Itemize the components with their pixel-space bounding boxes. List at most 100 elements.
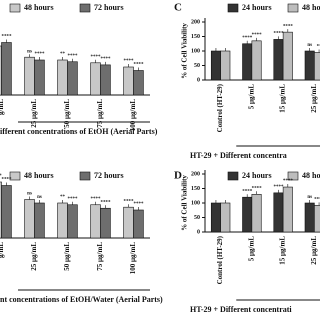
legend-label: 48 hours xyxy=(302,3,320,12)
bar xyxy=(133,70,144,96)
x-tick-label: 5 µg/mL xyxy=(247,84,255,110)
bar xyxy=(123,206,134,239)
bar xyxy=(304,50,315,81)
bar xyxy=(67,204,78,239)
bar xyxy=(100,207,111,239)
significance-label: ns xyxy=(27,49,32,54)
significance-label: **** xyxy=(283,24,294,29)
bar xyxy=(220,50,231,81)
significance-label: **** xyxy=(273,185,284,190)
legend-swatch xyxy=(79,3,91,13)
bar xyxy=(282,31,293,81)
legend-label: 48 hours xyxy=(24,171,54,180)
significance-label: **** xyxy=(133,63,144,68)
significance-label: **** xyxy=(34,52,45,57)
y-tick-label: 50 xyxy=(194,215,200,221)
x-axis-title: HT-29 + Different concentra xyxy=(190,151,287,160)
y-tick-label: 200 xyxy=(191,171,200,177)
x-axis-title: nt concentrations of EtOH/Water (Aerial … xyxy=(0,295,163,304)
significance-label: **** xyxy=(0,174,2,179)
bar xyxy=(123,66,134,96)
x-tick-label: 75 µg/mL xyxy=(96,99,104,128)
bar xyxy=(251,40,262,81)
bar xyxy=(24,199,35,239)
x-tick-label: 25 µg/mL xyxy=(30,99,38,128)
significance-label: **** xyxy=(314,197,320,202)
bar xyxy=(1,185,12,239)
significance-label: **** xyxy=(1,178,12,183)
significance-label: ** xyxy=(317,45,320,50)
significance-label: **** xyxy=(273,32,284,37)
significance-label: ns xyxy=(37,195,42,200)
bar xyxy=(220,202,231,233)
legend-swatch xyxy=(227,171,239,181)
significance-label: **** xyxy=(252,186,263,191)
legend-label: 48 hours xyxy=(302,171,320,180)
bar xyxy=(90,204,101,239)
legend-label: 72 hours xyxy=(94,171,124,180)
x-tick-label: 100 µg/mL xyxy=(129,242,137,275)
x-tick-label: 75 µg/mL xyxy=(96,242,104,271)
bar xyxy=(304,202,315,233)
significance-label: **** xyxy=(1,35,12,40)
legend-swatch xyxy=(9,3,21,13)
y-axis-title: % of Cell Viability xyxy=(181,175,189,231)
x-tick-label: 50 µg/mL xyxy=(63,242,71,271)
bar xyxy=(282,186,293,233)
legend-swatch xyxy=(287,3,299,13)
x-tick-label: 25 µg/mL xyxy=(310,84,318,113)
bar xyxy=(210,202,221,233)
bar xyxy=(67,61,78,96)
bar xyxy=(34,202,45,239)
bar xyxy=(210,50,221,81)
bar xyxy=(251,194,262,233)
y-tick-label: 200 xyxy=(191,19,200,25)
significance-label: **** xyxy=(242,36,253,41)
bar xyxy=(1,42,12,96)
significance-label: **** xyxy=(283,179,294,184)
y-tick-label: 100 xyxy=(191,200,200,206)
bar xyxy=(57,202,68,239)
x-tick-label: Control (HT-29) xyxy=(216,235,224,284)
legend-label: 48 hours xyxy=(24,3,54,12)
legend-label: 72 hours xyxy=(94,3,124,12)
bar xyxy=(24,56,35,96)
x-tick-label: 25 µg/mL xyxy=(30,242,38,271)
significance-label: **** xyxy=(100,57,111,62)
significance-label: **** xyxy=(124,199,135,204)
significance-label: **** xyxy=(91,197,102,202)
x-tick-label: 100 µg/mL xyxy=(129,99,137,132)
significance-label: **** xyxy=(91,55,102,60)
x-tick-label: g/mL xyxy=(0,242,5,258)
significance-label: **** xyxy=(67,54,78,59)
x-tick-label: Control (HT-29) xyxy=(216,83,224,132)
legend-label: 24 hours xyxy=(242,171,272,180)
significance-label: ** xyxy=(60,52,66,57)
significance-label: **** xyxy=(67,197,78,202)
bar xyxy=(273,192,284,233)
y-tick-label: 50 xyxy=(194,63,200,69)
significance-label: ** xyxy=(60,195,66,200)
bar xyxy=(133,209,144,239)
significance-label: **** xyxy=(252,33,263,38)
legend-swatch xyxy=(287,171,299,181)
bar xyxy=(90,62,101,96)
x-axis-title: HT-29 + Different concentrati xyxy=(190,305,292,314)
bar xyxy=(314,52,320,81)
x-tick-label: g/mL xyxy=(0,99,5,115)
y-axis-title: % of Cell Viability xyxy=(181,23,189,79)
x-tick-label: 15 µg/mL xyxy=(279,236,287,265)
y-tick-label: 150 xyxy=(191,34,200,40)
panel-label: C xyxy=(174,2,182,14)
y-tick-label: 0 xyxy=(197,77,200,83)
y-tick-label: 150 xyxy=(191,186,200,192)
significance-label: ns xyxy=(307,195,312,200)
significance-label: **** xyxy=(133,202,144,207)
x-tick-label: 25 µg/mL xyxy=(310,236,318,265)
x-tick-label: 5 µg/mL xyxy=(247,236,255,262)
x-axis-title: ifferent concentrations of EtOH (Aerial … xyxy=(0,127,158,136)
significance-label: **** xyxy=(124,59,135,64)
bar xyxy=(34,59,45,96)
x-tick-label: 50 µg/mL xyxy=(63,99,71,128)
